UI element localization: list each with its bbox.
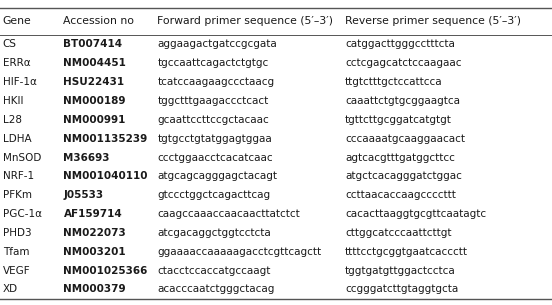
Text: agtcacgtttgatggcttcc: agtcacgtttgatggcttcc: [345, 152, 455, 163]
Text: NM022073: NM022073: [63, 228, 126, 238]
Text: NM001040110: NM001040110: [63, 171, 148, 181]
Text: PFKm: PFKm: [3, 190, 32, 200]
Text: ccgggatcttgtaggtgcta: ccgggatcttgtaggtgcta: [345, 285, 458, 295]
Text: NM000189: NM000189: [63, 96, 126, 106]
Text: atgctcacagggatctggac: atgctcacagggatctggac: [345, 171, 462, 181]
Text: tcatccaagaagccctaacg: tcatccaagaagccctaacg: [157, 77, 274, 87]
Text: Gene: Gene: [3, 16, 31, 26]
Text: NM000991: NM000991: [63, 115, 126, 125]
Text: cttggcatcccaattcttgt: cttggcatcccaattcttgt: [345, 228, 452, 238]
Text: caagccaaaccaacaacttatctct: caagccaaaccaacaacttatctct: [157, 209, 300, 219]
Text: ttgtctttgctccattcca: ttgtctttgctccattcca: [345, 77, 443, 87]
Text: catggacttgggcctttcta: catggacttgggcctttcta: [345, 39, 455, 49]
Text: caaattctgtgcggaagtca: caaattctgtgcggaagtca: [345, 96, 460, 106]
Text: tgccaattcagactctgtgc: tgccaattcagactctgtgc: [157, 58, 269, 68]
Text: atgcagcagggagctacagt: atgcagcagggagctacagt: [157, 171, 277, 181]
Text: acacccaatctgggctacag: acacccaatctgggctacag: [157, 285, 275, 295]
Text: cacacttaaggtgcgttcaatagtc: cacacttaaggtgcgttcaatagtc: [345, 209, 486, 219]
Text: NM001025366: NM001025366: [63, 266, 148, 276]
Text: L28: L28: [3, 115, 22, 125]
Text: ccttaacaccaagccccttt: ccttaacaccaagccccttt: [345, 190, 456, 200]
Text: MnSOD: MnSOD: [3, 152, 41, 163]
Text: ttttcctgcggtgaatcaccctt: ttttcctgcggtgaatcaccctt: [345, 247, 468, 257]
Text: aggaagactgatccgcgata: aggaagactgatccgcgata: [157, 39, 277, 49]
Text: NM001135239: NM001135239: [63, 134, 148, 144]
Text: tggtgatgttggactcctca: tggtgatgttggactcctca: [345, 266, 456, 276]
Text: PGC-1α: PGC-1α: [3, 209, 42, 219]
Text: VEGF: VEGF: [3, 266, 30, 276]
Text: HSU22431: HSU22431: [63, 77, 125, 87]
Text: Reverse primer sequence (5′–3′): Reverse primer sequence (5′–3′): [345, 16, 521, 26]
Text: HKII: HKII: [3, 96, 23, 106]
Text: ERRα: ERRα: [3, 58, 30, 68]
Text: LDHA: LDHA: [3, 134, 31, 144]
Text: NM004451: NM004451: [63, 58, 126, 68]
Text: Accession no: Accession no: [63, 16, 135, 26]
Text: NM003201: NM003201: [63, 247, 126, 257]
Text: tgtgcctgtatggagtggaa: tgtgcctgtatggagtggaa: [157, 134, 272, 144]
Text: tgttcttgcggatcatgtgt: tgttcttgcggatcatgtgt: [345, 115, 452, 125]
Text: M36693: M36693: [63, 152, 110, 163]
Text: NRF-1: NRF-1: [3, 171, 34, 181]
Text: HIF-1α: HIF-1α: [3, 77, 36, 87]
Text: gtccctggctcagacttcag: gtccctggctcagacttcag: [157, 190, 270, 200]
Text: gcaattccttccgctacaac: gcaattccttccgctacaac: [157, 115, 269, 125]
Text: BT007414: BT007414: [63, 39, 123, 49]
Text: XD: XD: [3, 285, 18, 295]
Text: NM000379: NM000379: [63, 285, 126, 295]
Text: AF159714: AF159714: [63, 209, 122, 219]
Text: Forward primer sequence (5′–3′): Forward primer sequence (5′–3′): [157, 16, 333, 26]
Text: Tfam: Tfam: [3, 247, 29, 257]
Text: atcgacaggctggtcctcta: atcgacaggctggtcctcta: [157, 228, 271, 238]
Text: cccaaaatgcaaggaacact: cccaaaatgcaaggaacact: [345, 134, 465, 144]
Text: J05533: J05533: [63, 190, 104, 200]
Text: PHD3: PHD3: [3, 228, 31, 238]
Text: cctcgagcatctccaagaac: cctcgagcatctccaagaac: [345, 58, 461, 68]
Text: tggctttgaagaccctcact: tggctttgaagaccctcact: [157, 96, 269, 106]
Text: CS: CS: [3, 39, 17, 49]
Text: ctacctccaccatgccaagt: ctacctccaccatgccaagt: [157, 266, 270, 276]
Text: ggaaaaccaaaaagacctcgttcagctt: ggaaaaccaaaaagacctcgttcagctt: [157, 247, 321, 257]
Text: ccctggaacctcacatcaac: ccctggaacctcacatcaac: [157, 152, 273, 163]
